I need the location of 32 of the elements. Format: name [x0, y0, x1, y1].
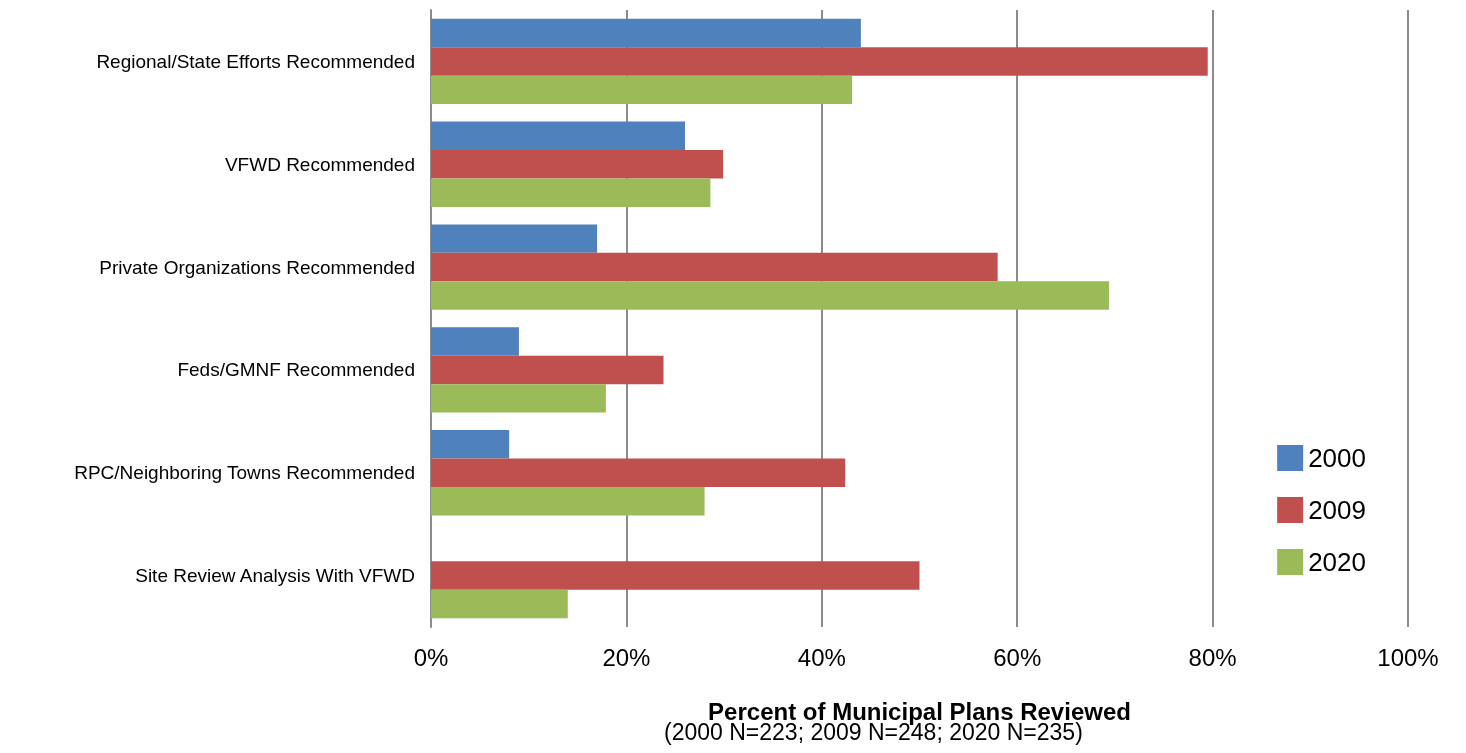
y-tick-label: Regional/State Efforts Recommended	[96, 50, 415, 72]
bar	[431, 384, 606, 413]
y-tick-label: VFWD Recommended	[224, 153, 415, 175]
x-tick-label: 40%	[797, 643, 846, 671]
bar	[431, 252, 998, 282]
bar	[431, 458, 846, 487]
bar	[431, 47, 1208, 76]
bar	[431, 224, 598, 253]
bar	[431, 355, 664, 385]
legend-label: 2000	[1308, 443, 1366, 473]
y-tick-label: Site Review Analysis With VFWD	[135, 565, 415, 587]
bar	[431, 75, 853, 105]
bar	[431, 121, 686, 151]
legend-label: 2020	[1308, 547, 1366, 577]
x-tick-label: 60%	[993, 643, 1042, 671]
legend-label: 2009	[1308, 495, 1366, 525]
bar	[431, 150, 724, 179]
bar	[431, 18, 861, 48]
x-tick-label: 20%	[602, 643, 651, 671]
bar	[431, 327, 519, 356]
x-tick-label: 100%	[1377, 643, 1439, 671]
bar	[431, 430, 510, 459]
y-tick-label: Feds/GMNF Recommended	[177, 359, 415, 381]
bar	[431, 561, 920, 590]
x-tick-label: 0%	[413, 643, 449, 671]
bar	[431, 589, 568, 619]
bar	[431, 178, 711, 207]
y-tick-label: RPC/Neighboring Towns Recommended	[74, 462, 415, 484]
bar	[431, 281, 1110, 310]
x-tick-label: 80%	[1188, 643, 1237, 671]
y-tick-label: Private Organizations Recommended	[99, 256, 415, 278]
bar	[431, 486, 705, 516]
